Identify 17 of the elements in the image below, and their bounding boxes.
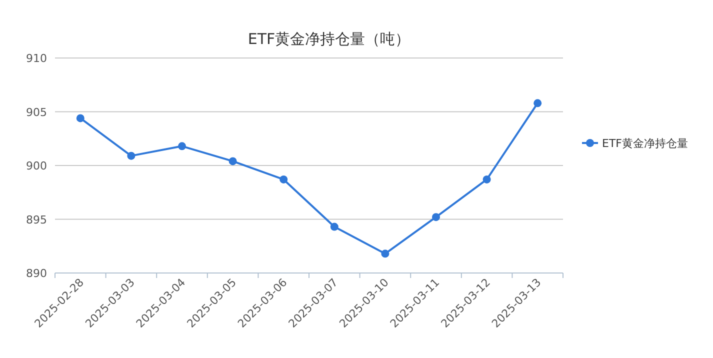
point (381, 250, 390, 258)
point (280, 175, 288, 184)
point (534, 99, 542, 108)
point (178, 142, 186, 150)
y-tick-label: 890 (26, 267, 47, 280)
y-tick-label: 910 (26, 52, 47, 65)
y-tick-label: 900 (26, 160, 47, 172)
legend-label: ETF黄金净持仓量 (602, 137, 688, 150)
y-tick-label: 895 (26, 213, 47, 226)
point (432, 213, 440, 222)
point (482, 175, 491, 184)
y-tick-label: 905 (26, 106, 47, 119)
point (76, 114, 84, 122)
point (228, 157, 237, 166)
point (330, 222, 338, 231)
point (127, 152, 136, 160)
chart-title: ETF黄金净持仓量（吨） (248, 30, 410, 48)
